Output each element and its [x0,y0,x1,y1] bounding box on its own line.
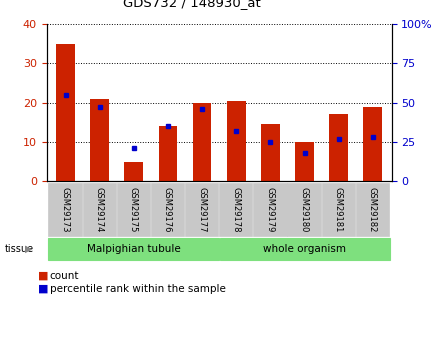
Text: GSM29174: GSM29174 [95,187,104,232]
Bar [329,115,348,181]
Text: percentile rank within the sample: percentile rank within the sample [50,284,226,294]
Text: tissue: tissue [4,244,33,254]
Text: count: count [50,271,79,280]
Text: GSM29177: GSM29177 [197,187,206,232]
Text: GSM29175: GSM29175 [129,187,138,232]
Text: ▶: ▶ [24,244,32,254]
Text: GDS732 / 148930_at: GDS732 / 148930_at [123,0,260,9]
Bar [364,107,382,181]
Text: GSM29179: GSM29179 [265,187,275,232]
Bar [90,99,109,181]
Text: ■: ■ [38,284,49,294]
Text: ■: ■ [38,271,49,280]
Text: Malpighian tubule: Malpighian tubule [87,244,181,254]
Bar [193,103,211,181]
Bar [125,161,143,181]
Text: GSM29178: GSM29178 [231,187,240,232]
Bar [158,126,178,181]
Text: GSM29173: GSM29173 [61,187,69,232]
Text: GSM29176: GSM29176 [163,187,172,232]
Bar [295,142,314,181]
Text: GSM29182: GSM29182 [368,187,377,232]
Bar [56,44,75,181]
Bar [261,124,280,181]
Text: GSM29181: GSM29181 [334,187,343,232]
Bar [227,101,246,181]
Text: whole organism: whole organism [263,244,347,254]
Text: GSM29180: GSM29180 [299,187,308,232]
